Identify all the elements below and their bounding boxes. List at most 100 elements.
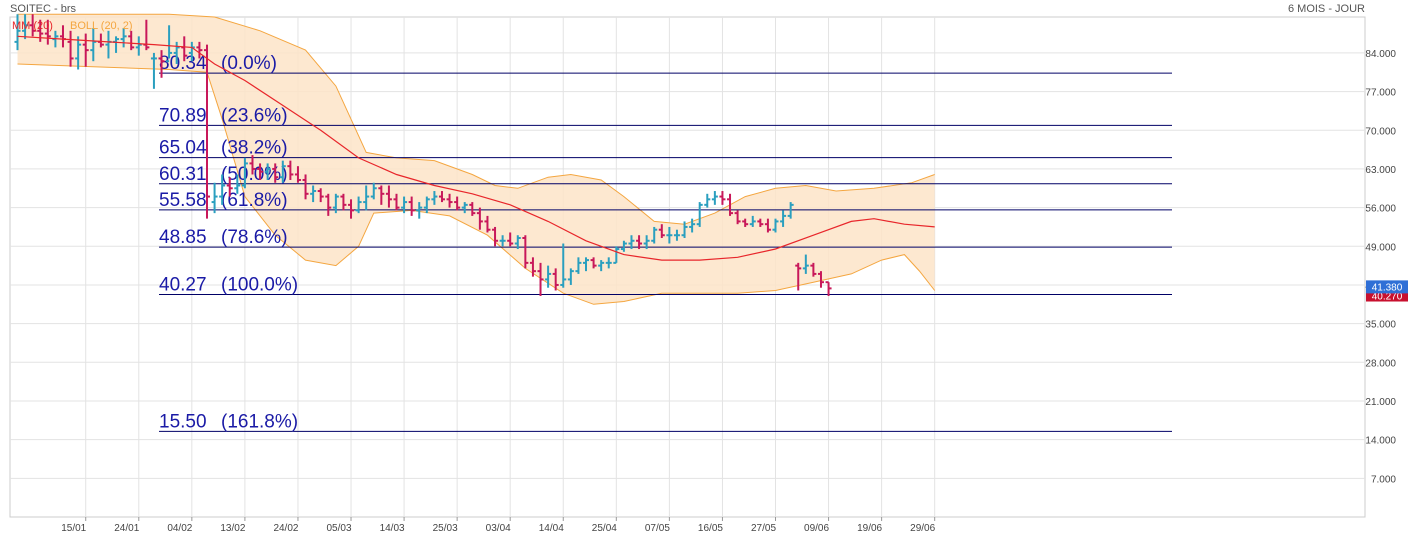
ohlc-bar [44, 19, 51, 45]
ohlc-bar [75, 36, 82, 70]
fib-level-percent: (161.8%) [221, 411, 298, 432]
x-tick-label: 25/04 [592, 523, 617, 534]
ohlc-bar [348, 199, 355, 219]
fib-level-value: 60.31 [159, 164, 207, 185]
ohlc-bar [370, 182, 377, 200]
fib-level-percent: (100.0%) [221, 275, 298, 296]
ohlc-bar [757, 218, 764, 227]
ohlc-bar [332, 193, 339, 214]
ohlc-bar [14, 14, 21, 51]
ohlc-bar [780, 210, 787, 227]
ohlc-bar [355, 196, 362, 214]
ohlc-bar [302, 174, 309, 200]
moving-average-line [17, 35, 935, 261]
ohlc-bar [241, 157, 248, 189]
y-tick-label: 28.000 [1365, 358, 1396, 369]
ohlc-bar [408, 196, 415, 216]
ohlc-bar [719, 191, 726, 205]
ohlc-bar [158, 50, 165, 78]
ohlc-bar [249, 155, 256, 175]
ohlc-bar [636, 235, 643, 250]
fib-level-percent: (0.0%) [221, 53, 277, 74]
ohlc-bar [438, 191, 445, 203]
ohlc-bar [825, 281, 832, 297]
ohlc-bar [598, 260, 605, 272]
ohlc-bar [749, 215, 756, 227]
ohlc-bar [514, 235, 521, 250]
ohlc-bar [219, 174, 226, 205]
ohlc-bar [401, 196, 408, 214]
ohlc-bar [802, 254, 809, 274]
ohlc-bar [620, 240, 627, 252]
ohlc-bar [560, 243, 567, 288]
ohlc-bar [764, 218, 771, 233]
prev-price-label: 40.270 [1372, 292, 1403, 303]
y-tick-label: 63.000 [1365, 165, 1396, 176]
ohlc-bar [173, 41, 180, 64]
ohlc-bar [590, 257, 597, 269]
ohlc-bar [507, 232, 514, 247]
ohlc-bar [310, 185, 317, 203]
ohlc-bar [810, 262, 817, 277]
ohlc-bar [643, 235, 650, 250]
ohlc-bar [628, 235, 635, 250]
ohlc-bar [583, 257, 589, 272]
ohlc-bar [204, 44, 210, 219]
x-tick-label: 05/03 [327, 523, 352, 534]
ohlc-bar [787, 202, 794, 219]
ohlc-bar [658, 224, 665, 238]
last-price-label: 41.380 [1372, 282, 1403, 293]
y-tick-label: 21.000 [1365, 397, 1396, 408]
ohlc-bar [423, 196, 430, 214]
x-tick-label: 24/02 [273, 523, 298, 534]
ohlc-bar [257, 163, 264, 180]
x-tick-label: 14/04 [539, 523, 564, 534]
ohlc-bar [492, 226, 499, 247]
bollinger-band-fill [17, 14, 935, 305]
ohlc-bar [82, 33, 89, 67]
ohlc-bar [567, 268, 574, 285]
x-tick-label: 29/06 [910, 523, 935, 534]
ohlc-bar [446, 193, 453, 208]
ohlc-bar [385, 185, 392, 208]
ohlc-bar [279, 160, 286, 183]
ohlc-bar [90, 28, 97, 62]
fib-level-percent: (38.2%) [221, 138, 288, 159]
x-tick-label: 15/01 [61, 523, 86, 534]
x-tick-label: 14/03 [380, 523, 405, 534]
ohlc-bar [484, 215, 491, 233]
ohlc-bar [416, 202, 423, 219]
ohlc-bar [666, 226, 673, 244]
bollinger-upper-line [17, 13, 935, 225]
ohlc-bar [120, 28, 127, 48]
ohlc-bar [340, 193, 347, 211]
ohlc-bar [211, 182, 218, 214]
fib-level-percent: (23.6%) [221, 105, 288, 126]
ohlc-bar [605, 257, 612, 269]
ohlc-bar [128, 30, 135, 51]
ohlc-bar [294, 166, 301, 183]
ohlc-bar [537, 262, 544, 297]
ohlc-bar [29, 14, 36, 37]
y-tick-label: 77.000 [1365, 88, 1396, 99]
fib-level-value: 65.04 [159, 138, 207, 159]
y-tick-label: 14.000 [1365, 436, 1396, 447]
ohlc-bar [673, 229, 680, 241]
x-tick-label: 03/04 [486, 523, 511, 534]
ohlc-bar [287, 160, 294, 180]
y-tick-label: 70.000 [1365, 126, 1396, 137]
fib-level-value: 80.34 [159, 53, 207, 74]
ohlc-bar [454, 196, 461, 211]
ohlc-bar [431, 191, 438, 205]
x-tick-label: 04/02 [167, 523, 192, 534]
y-tick-label: 84.000 [1365, 49, 1396, 60]
x-tick-label: 25/03 [433, 523, 458, 534]
fib-level-value: 40.27 [159, 275, 207, 296]
ohlc-bar [575, 257, 582, 274]
ohlc-bar [499, 235, 506, 247]
ohlc-bar [469, 202, 476, 216]
period-selector[interactable]: 6 MOIS - JOUR [1287, 3, 1365, 15]
ohlc-bar [681, 221, 688, 238]
